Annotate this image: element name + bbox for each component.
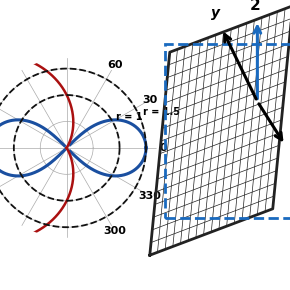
Text: 0: 0	[159, 143, 167, 153]
Text: 60: 60	[107, 59, 123, 70]
Text: 2: 2	[250, 0, 260, 13]
Text: r = 1: r = 1	[116, 112, 142, 122]
Text: 30: 30	[142, 95, 158, 105]
Text: y: y	[211, 6, 220, 20]
Text: 330: 330	[139, 191, 162, 201]
Bar	[165, 44, 290, 218]
Text: 300: 300	[104, 226, 126, 236]
Text: r = 1.5: r = 1.5	[143, 107, 180, 117]
